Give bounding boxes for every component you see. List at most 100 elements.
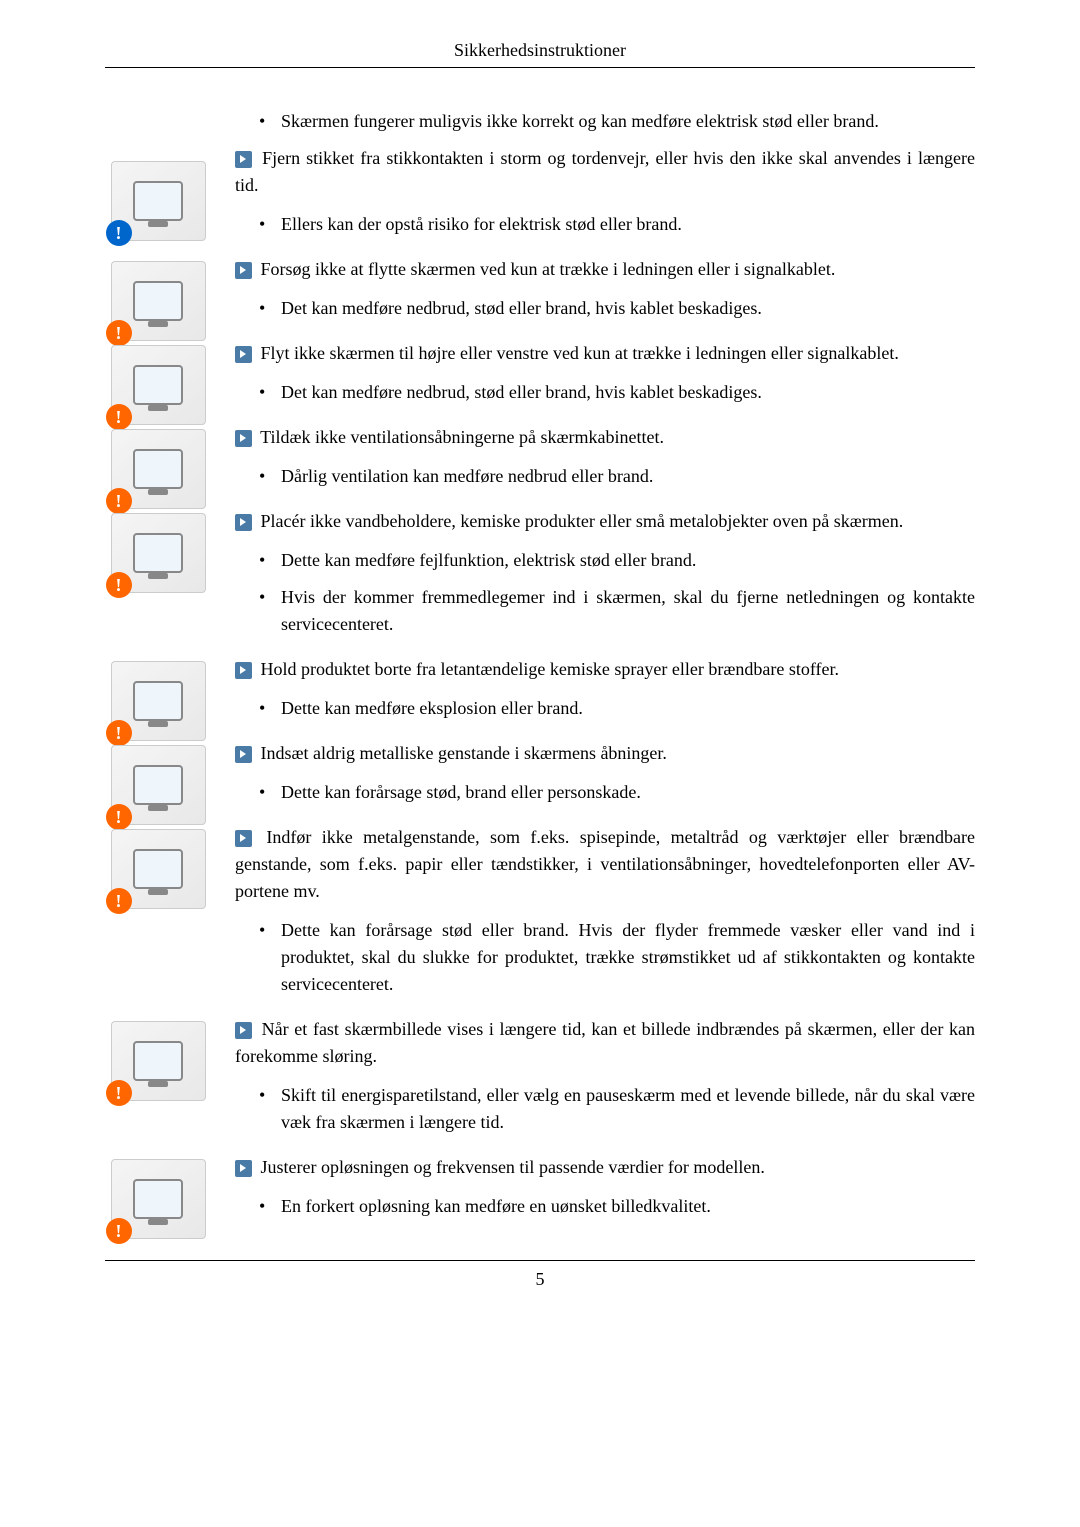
monitor-icon: ! bbox=[111, 345, 206, 425]
lead-label: Når et fast skærmbillede vises i længere… bbox=[235, 1019, 975, 1066]
bullet-text: Dette kan forårsage stød eller brand. Hv… bbox=[281, 920, 975, 994]
monitor-glyph bbox=[133, 1179, 183, 1219]
bullet-list: En forkert opløsning kan medføre en uøns… bbox=[235, 1193, 975, 1220]
lead-label: Tildæk ikke ventilationsåbningerne på sk… bbox=[256, 427, 664, 447]
lead-label: Fjern stikket fra stikkontakten i storm … bbox=[235, 148, 975, 195]
bullet-list: Det kan medføre nedbrud, stød eller bran… bbox=[235, 379, 975, 406]
instruction-section: Forsøg ikke at flytte skærmen ved kun at… bbox=[235, 256, 975, 322]
instruction-section: Placér ikke vandbeholdere, kemiske produ… bbox=[235, 508, 975, 638]
monitor-icon: ! bbox=[111, 829, 206, 909]
warning-badge-icon: ! bbox=[106, 1080, 132, 1106]
instruction-section: Tildæk ikke ventilationsåbningerne på sk… bbox=[235, 424, 975, 490]
warning-badge-icon: ! bbox=[106, 572, 132, 598]
lead-text: Hold produktet borte fra letantændelige … bbox=[235, 656, 975, 683]
arrow-bullet-icon bbox=[235, 830, 252, 847]
bullet-list: Det kan medføre nedbrud, stød eller bran… bbox=[235, 295, 975, 322]
bullet-text: Hvis der kommer fremmedlegemer ind i skæ… bbox=[281, 587, 975, 634]
bullet-text: Skift til energisparetilstand, eller væl… bbox=[281, 1085, 975, 1132]
bullet-list: Ellers kan der opstå risiko for elektris… bbox=[235, 211, 975, 238]
arrow-bullet-icon bbox=[235, 430, 252, 447]
lead-text: Placér ikke vandbeholdere, kemiske produ… bbox=[235, 508, 975, 535]
instruction-illustration: ! bbox=[103, 1154, 213, 1244]
bullet-item: Det kan medføre nedbrud, stød eller bran… bbox=[259, 379, 975, 406]
page-container: Sikkerhedsinstruktioner Skærmen fungerer… bbox=[0, 0, 1080, 1320]
instruction-illustration: ! bbox=[103, 824, 213, 914]
bullet-item: Skærmen fungerer muligvis ikke korrekt o… bbox=[259, 108, 975, 135]
bullet-item: Dette kan forårsage stød eller brand. Hv… bbox=[259, 917, 975, 998]
warning-badge-icon: ! bbox=[106, 888, 132, 914]
bullet-list: Dette kan medføre eksplosion eller brand… bbox=[235, 695, 975, 722]
bullet-list: Skift til energisparetilstand, eller væl… bbox=[235, 1082, 975, 1136]
monitor-glyph bbox=[133, 281, 183, 321]
bullet-list: Dårlig ventilation kan medføre nedbrud e… bbox=[235, 463, 975, 490]
instruction-section: Skærmen fungerer muligvis ikke korrekt o… bbox=[235, 108, 975, 238]
monitor-icon: ! bbox=[111, 1021, 206, 1101]
arrow-bullet-icon bbox=[235, 1160, 252, 1177]
bullet-text: Dette kan medføre fejlfunktion, elektris… bbox=[281, 550, 696, 570]
lead-label: Indfør ikke metalgenstande, som f.eks. s… bbox=[235, 827, 975, 901]
instruction-illustration: ! bbox=[103, 156, 213, 246]
bullet-text: Dette kan medføre eksplosion eller brand… bbox=[281, 698, 583, 718]
instruction-illustration: ! bbox=[103, 424, 213, 514]
monitor-glyph bbox=[133, 449, 183, 489]
lead-label: Justerer opløsningen og frekvensen til p… bbox=[256, 1157, 765, 1177]
monitor-glyph bbox=[133, 849, 183, 889]
bullet-text: Skærmen fungerer muligvis ikke korrekt o… bbox=[281, 111, 879, 131]
monitor-glyph bbox=[133, 1041, 183, 1081]
monitor-icon: ! bbox=[111, 161, 206, 241]
bullet-item: Det kan medføre nedbrud, stød eller bran… bbox=[259, 295, 975, 322]
monitor-glyph bbox=[133, 533, 183, 573]
arrow-bullet-icon bbox=[235, 662, 252, 679]
instruction-illustration: ! bbox=[103, 256, 213, 346]
bullet-text: En forkert opløsning kan medføre en uøns… bbox=[281, 1196, 711, 1216]
instruction-section: Justerer opløsningen og frekvensen til p… bbox=[235, 1154, 975, 1220]
lead-text: Tildæk ikke ventilationsåbningerne på sk… bbox=[235, 424, 975, 451]
bullet-item: Skift til energisparetilstand, eller væl… bbox=[259, 1082, 975, 1136]
instruction-section: Indsæt aldrig metalliske genstande i skæ… bbox=[235, 740, 975, 806]
bullet-item: En forkert opløsning kan medføre en uøns… bbox=[259, 1193, 975, 1220]
monitor-icon: ! bbox=[111, 745, 206, 825]
page-number: 5 bbox=[536, 1269, 545, 1289]
bullet-item: Dårlig ventilation kan medføre nedbrud e… bbox=[259, 463, 975, 490]
monitor-icon: ! bbox=[111, 661, 206, 741]
bullet-list: Dette kan forårsage stød eller brand. Hv… bbox=[235, 917, 975, 998]
info-badge-icon: ! bbox=[106, 220, 132, 246]
bullet-item: Dette kan medføre fejlfunktion, elektris… bbox=[259, 547, 975, 574]
lead-label: Placér ikke vandbeholdere, kemiske produ… bbox=[256, 511, 903, 531]
page-header: Sikkerhedsinstruktioner bbox=[105, 40, 975, 68]
arrow-bullet-icon bbox=[235, 746, 252, 763]
lead-label: Flyt ikke skærmen til højre eller venstr… bbox=[256, 343, 899, 363]
lead-text: Forsøg ikke at flytte skærmen ved kun at… bbox=[235, 256, 975, 283]
bullet-item: Ellers kan der opstå risiko for elektris… bbox=[259, 211, 975, 238]
monitor-icon: ! bbox=[111, 1159, 206, 1239]
arrow-bullet-icon bbox=[235, 151, 252, 168]
instruction-illustration: ! bbox=[103, 508, 213, 598]
bullet-list: Skærmen fungerer muligvis ikke korrekt o… bbox=[235, 108, 975, 135]
monitor-glyph bbox=[133, 681, 183, 721]
instruction-section: Indfør ikke metalgenstande, som f.eks. s… bbox=[235, 824, 975, 998]
lead-text: Justerer opløsningen og frekvensen til p… bbox=[235, 1154, 975, 1181]
lead-label: Indsæt aldrig metalliske genstande i skæ… bbox=[256, 743, 667, 763]
monitor-icon: ! bbox=[111, 261, 206, 341]
bullet-list: Dette kan medføre fejlfunktion, elektris… bbox=[235, 547, 975, 638]
instruction-illustration: ! bbox=[103, 1016, 213, 1106]
lead-text: Indsæt aldrig metalliske genstande i skæ… bbox=[235, 740, 975, 767]
monitor-glyph bbox=[133, 365, 183, 405]
lead-text: Når et fast skærmbillede vises i længere… bbox=[235, 1016, 975, 1070]
instruction-section: Når et fast skærmbillede vises i længere… bbox=[235, 1016, 975, 1136]
bullet-text: Det kan medføre nedbrud, stød eller bran… bbox=[281, 298, 762, 318]
content-area: Skærmen fungerer muligvis ikke korrekt o… bbox=[105, 108, 975, 1220]
arrow-bullet-icon bbox=[235, 262, 252, 279]
page-footer: 5 bbox=[105, 1260, 975, 1290]
instruction-illustration: ! bbox=[103, 340, 213, 430]
bullet-text: Ellers kan der opstå risiko for elektris… bbox=[281, 214, 682, 234]
bullet-text: Det kan medføre nedbrud, stød eller bran… bbox=[281, 382, 762, 402]
lead-text: Flyt ikke skærmen til højre eller venstr… bbox=[235, 340, 975, 367]
lead-text: Fjern stikket fra stikkontakten i storm … bbox=[235, 145, 975, 199]
bullet-item: Hvis der kommer fremmedlegemer ind i skæ… bbox=[259, 584, 975, 638]
warning-badge-icon: ! bbox=[106, 1218, 132, 1244]
instruction-illustration: ! bbox=[103, 740, 213, 830]
bullet-item: Dette kan medføre eksplosion eller brand… bbox=[259, 695, 975, 722]
instruction-section: Flyt ikke skærmen til højre eller venstr… bbox=[235, 340, 975, 406]
arrow-bullet-icon bbox=[235, 514, 252, 531]
